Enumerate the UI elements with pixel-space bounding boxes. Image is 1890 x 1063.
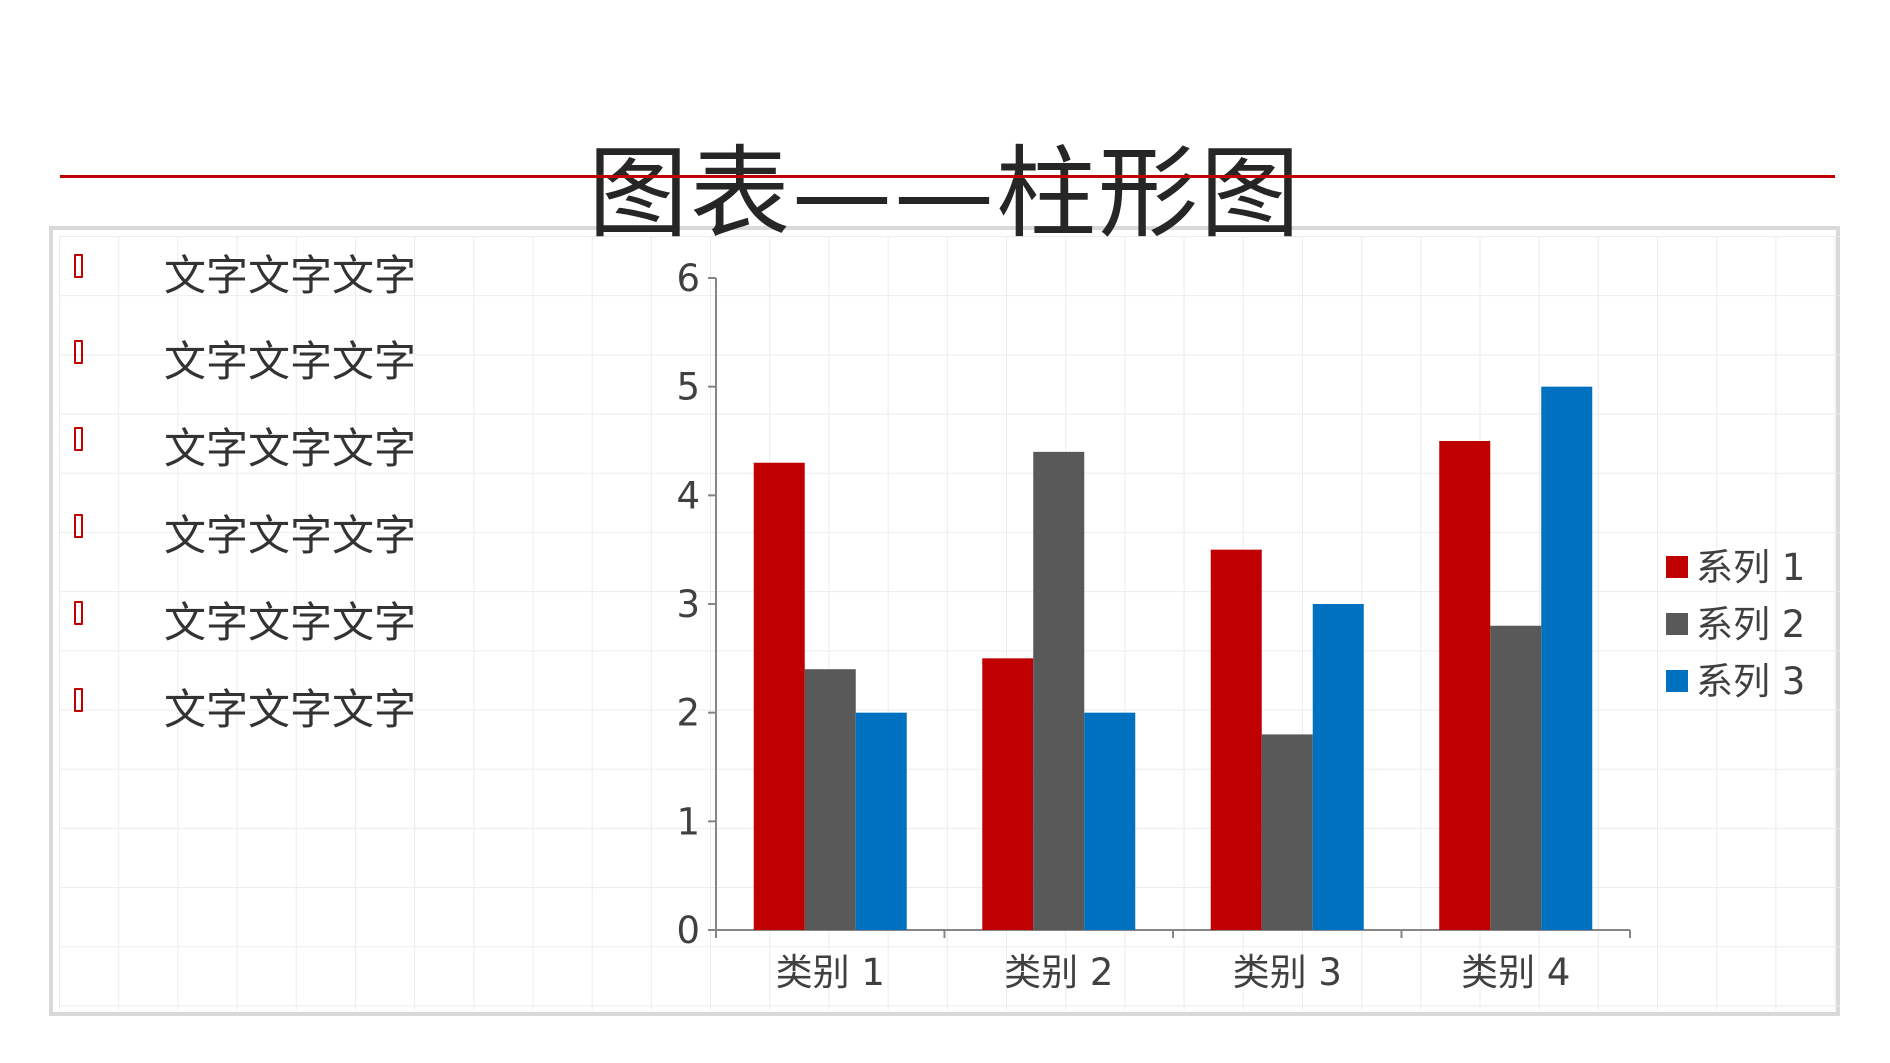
bullet-item: 文字文字文字 bbox=[0, 248, 600, 308]
bar bbox=[1210, 549, 1262, 930]
bullet-item: 文字文字文字 bbox=[0, 334, 600, 394]
bar bbox=[804, 669, 856, 930]
bullet-marker-icon bbox=[74, 688, 83, 712]
legend-label: 系列 3 bbox=[1696, 660, 1805, 703]
title-underline bbox=[60, 175, 1835, 178]
slide-title: 图表——柱形图 bbox=[588, 135, 1302, 252]
bar bbox=[982, 658, 1034, 930]
x-tick-label: 类别 2 bbox=[1004, 951, 1113, 994]
bullet-text: 文字文字文字 bbox=[164, 511, 417, 560]
bullet-text: 文字文字文字 bbox=[164, 685, 417, 734]
bullet-marker-icon bbox=[74, 514, 83, 538]
bar bbox=[753, 462, 805, 930]
bullet-text: 文字文字文字 bbox=[164, 424, 417, 473]
legend: 系列 1 系列 2 系列 3 bbox=[1666, 546, 1805, 703]
x-tick-label: 类别 4 bbox=[1461, 951, 1570, 994]
bar bbox=[1312, 604, 1364, 930]
bullet-marker-icon bbox=[74, 254, 83, 278]
legend-label: 系列 1 bbox=[1696, 546, 1805, 589]
bullet-item: 文字文字文字 bbox=[0, 508, 600, 568]
bullet-item: 文字文字文字 bbox=[0, 682, 600, 742]
legend-swatch bbox=[1666, 613, 1688, 635]
bullet-marker-icon bbox=[74, 601, 83, 625]
bullet-text: 文字文字文字 bbox=[164, 251, 417, 300]
y-tick-label: 1 bbox=[676, 800, 700, 843]
y-axis: 0 1 2 3 4 5 6 bbox=[676, 257, 717, 952]
bullet-text: 文字文字文字 bbox=[164, 337, 417, 386]
bar bbox=[855, 712, 907, 930]
bar bbox=[1439, 441, 1491, 930]
x-tick-label: 类别 3 bbox=[1233, 951, 1342, 994]
y-tick-label: 5 bbox=[676, 366, 700, 409]
bullet-marker-icon bbox=[74, 340, 83, 364]
y-tick-label: 2 bbox=[676, 692, 700, 735]
x-axis: 类别 1 类别 2 类别 3 类别 4 bbox=[715, 929, 1631, 994]
bullet-item: 文字文字文字 bbox=[0, 595, 600, 655]
legend-label: 系列 2 bbox=[1696, 603, 1805, 646]
bar bbox=[1490, 625, 1542, 930]
y-tick-label: 4 bbox=[676, 474, 700, 517]
y-tick-label: 6 bbox=[676, 257, 700, 300]
y-tick-label: 0 bbox=[676, 909, 700, 952]
bar bbox=[1084, 712, 1136, 930]
x-tick-label: 类别 1 bbox=[776, 951, 885, 994]
legend-swatch bbox=[1666, 556, 1688, 578]
bar bbox=[1261, 734, 1313, 930]
bars bbox=[753, 386, 1593, 931]
legend-swatch bbox=[1666, 670, 1688, 692]
bar bbox=[1033, 451, 1085, 930]
y-tick-label: 3 bbox=[676, 583, 700, 626]
bullet-marker-icon bbox=[74, 427, 83, 451]
bullet-item: 文字文字文字 bbox=[0, 421, 600, 481]
bullet-text: 文字文字文字 bbox=[164, 598, 417, 647]
bar bbox=[1541, 386, 1593, 931]
